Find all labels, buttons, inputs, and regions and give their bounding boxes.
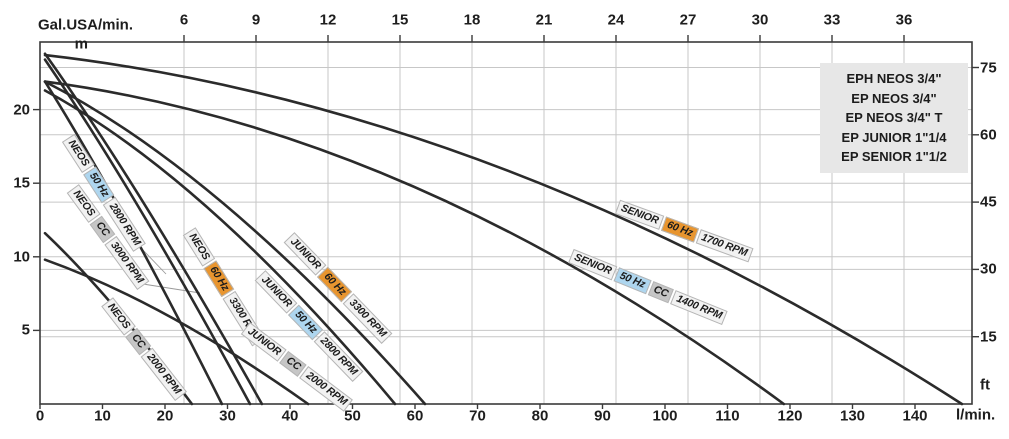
top-axis-tick-label: 27	[679, 11, 697, 29]
top-axis-tick-label: 36	[895, 11, 913, 29]
right-axis-tick-label: 45	[980, 193, 997, 211]
curve-junior-50hz-2800	[43, 89, 397, 406]
left-axis-tick-label: 10	[13, 248, 30, 266]
bottom-axis-tick-label: 50	[344, 407, 361, 425]
top-axis-tick-label: 9	[251, 11, 261, 29]
top-axis-tick-label: 12	[319, 11, 337, 29]
bottom-axis-tick-label: 0	[35, 407, 45, 425]
curve-neos-60hz-3300	[43, 52, 264, 406]
legend-item: EP SENIOR 1"1/2	[841, 149, 947, 164]
bottom-axis-tick-label: 20	[156, 407, 174, 425]
model-legend: EPH NEOS 3/4" EP NEOS 3/4" EP NEOS 3/4" T E…	[820, 63, 968, 173]
plot-frame	[39, 41, 973, 405]
curve-junior-cc-2000	[43, 258, 310, 406]
top-axis-tick-label: 30	[751, 11, 769, 29]
bottom-axis-tick-label: 110	[715, 407, 740, 425]
legend-item: EP NEOS 3/4"	[851, 90, 937, 106]
right-axis-tick-label: 15	[980, 328, 997, 346]
bottom-axis-tick-label: 10	[94, 407, 111, 425]
right-axis-tick-label: 60	[980, 126, 997, 144]
top-axis-tick-label: 15	[391, 11, 409, 29]
top-axis-tick-label: 33	[823, 11, 841, 29]
top-axis-tick-label: 18	[463, 11, 481, 29]
legend-item: EP JUNIOR 1"1/4	[841, 129, 947, 145]
bottom-axis-unit-label: l/min.	[956, 406, 996, 424]
left-axis-tick-label: 5	[21, 321, 30, 339]
right-axis-unit-label: ft	[980, 376, 990, 394]
legend-item: EPH NEOS 3/4"	[846, 71, 942, 86]
left-axis-tick-label: 20	[13, 101, 30, 119]
top-axis-tick-label: 24	[607, 11, 625, 29]
right-axis-tick-label: 30	[980, 260, 997, 278]
top-axis-unit-label: Gal.USA/min.	[38, 16, 134, 34]
label-leader-line	[141, 248, 167, 275]
bottom-axis-tick-label: 60	[406, 407, 424, 425]
bottom-axis-tick-label: 70	[469, 407, 486, 425]
bottom-axis-tick-label: 40	[281, 407, 299, 425]
left-axis-tick-label: 15	[13, 174, 30, 192]
left-axis-unit-label: m	[74, 35, 88, 53]
bottom-axis-tick-label: 30	[219, 407, 236, 425]
legend-item: EP NEOS 3/4" T	[845, 110, 943, 125]
bottom-axis-tick-label: 120	[777, 407, 803, 425]
bottom-axis-tick-label: 130	[839, 407, 866, 425]
curve-senior-60hz-1700	[43, 53, 964, 406]
bottom-axis-tick-label: 80	[531, 407, 549, 425]
curve-neos-cc-3000	[43, 58, 252, 406]
curve-junior-60hz-3300	[43, 80, 427, 406]
right-axis-tick-label: 75	[980, 59, 997, 76]
bottom-axis-tick-label: 90	[594, 407, 611, 425]
top-axis-tick-label: 21	[535, 11, 553, 29]
bottom-axis-tick-label: 140	[902, 407, 928, 425]
label-leader-line	[142, 283, 201, 294]
top-axis-tick-label: 6	[179, 11, 189, 29]
bottom-axis-tick-label: 100	[652, 407, 678, 425]
curve-senior-50hz-cc-1400	[43, 80, 786, 406]
